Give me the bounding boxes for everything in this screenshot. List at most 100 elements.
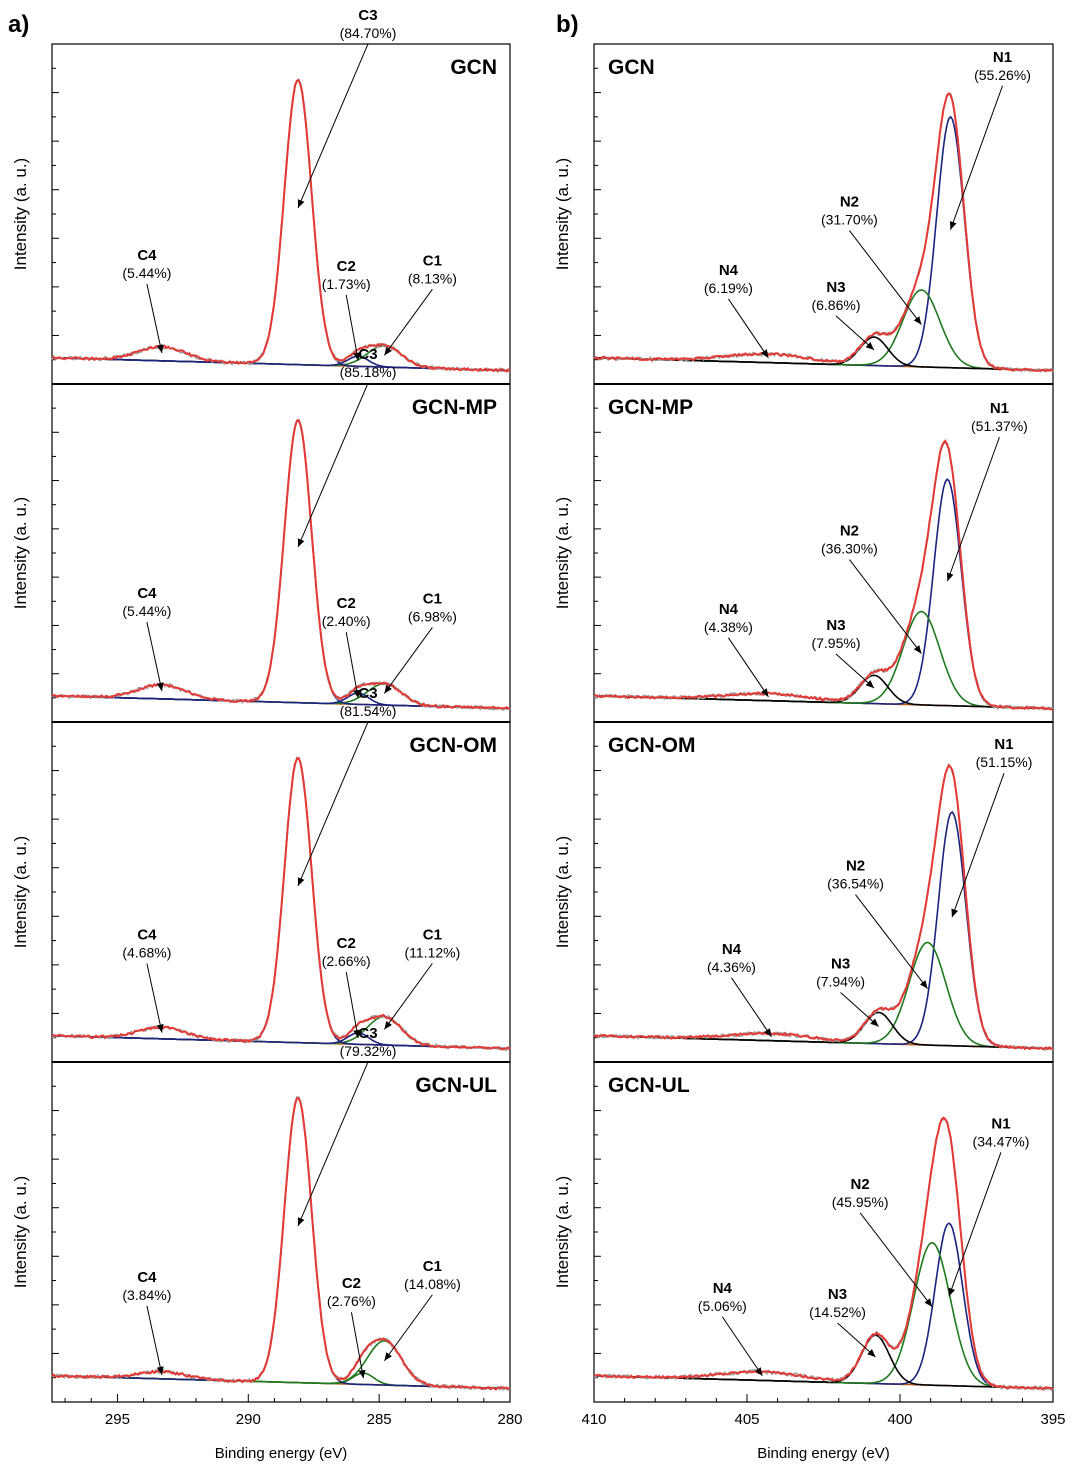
peak-label: N3 [831,955,850,972]
arrowhead [156,1366,164,1375]
peak-label: N4 [713,1280,733,1297]
y-ticks [52,745,59,1039]
envelope-fit-line [593,439,1054,711]
plot-frame [51,383,511,723]
x-tick-label: 405 [734,1411,759,1428]
peak-label: N4 [719,601,739,618]
peak-label: N2 [840,194,859,211]
peak-label: C1 [423,926,442,943]
peak-label: N1 [990,400,1009,417]
annotation-arrow [345,632,359,699]
peak-percent: (11.12%) [404,944,460,960]
peak-label: C4 [137,1269,157,1286]
annotation-n2: N2(36.30%) [821,523,922,654]
peak-percent: (79.32%) [340,1043,397,1059]
peak-label: N2 [840,523,859,540]
peak-label: C2 [337,935,356,952]
envelope-fit-line [51,418,511,710]
plot-frame [593,721,1054,1063]
peak-percent: (34.47%) [973,1133,1030,1149]
peak-percent: (85.18%) [340,364,397,380]
envelope-fit-line [593,763,1053,1051]
arrowhead [156,682,164,692]
annotation-arrow [837,1322,876,1358]
annotation-arrow [146,283,163,354]
component-c1-line [52,1015,511,1050]
x-axis-label: Binding energy (eV) [215,1445,348,1462]
subplot-title: GCN-UL [415,1074,497,1097]
subplot-title: GCN-UL [608,1074,690,1097]
peak-percent: (5.44%) [122,603,171,619]
annotation-arrow [731,977,772,1038]
panel-b: b)Intensity (a. u.)GCN N1(55.26%)N2(31.70… [553,11,1066,1462]
x-tick-label: 290 [236,1411,261,1428]
annotation-arrow [345,971,359,1039]
peak-percent: (4.36%) [707,959,756,975]
subplot-gcn-ul: Intensity (a. u.)GCN-ULC1(14.08%)C2(2.76… [11,1025,523,1462]
y-ticks [594,745,601,1039]
peak-percent: (84.70%) [340,25,397,41]
peak-percent: (14.52%) [809,1304,866,1320]
peak-percent: (2.66%) [322,953,371,969]
plot-frame [51,43,511,385]
y-ticks [594,67,601,361]
subplot-gcn: Intensity (a. u.) GCN N1(55.26%) N2(31.70%)… [553,43,1054,385]
subplot-gcn-ul: Intensity (a. u.)GCN-ULN1(34.47%)N2(45.9… [553,1061,1066,1462]
annotation-arrow [146,1305,163,1376]
x-tick-label: 295 [105,1411,130,1428]
x-tick-label: 280 [497,1411,522,1428]
peak-label: C3 [358,346,377,363]
annotation-arrow [297,382,369,548]
annotation-n4: N4(5.06%) [698,1280,763,1377]
annotation-c2: C2(2.40%) [322,595,371,699]
y-axis-label: Intensity (a. u.) [553,158,572,270]
x-axis: 295 290 285 280 Binding energy (eV) [64,1394,523,1462]
raw-data-line [593,441,1054,711]
peak-label: N3 [828,1286,847,1303]
peak-percent: (7.94%) [816,973,865,989]
peak-percent: (6.86%) [811,297,860,313]
subplot-title: GCN-MP [608,396,693,419]
y-axis-label: Intensity (a. u.) [553,497,572,609]
annotation-c3: C3(79.32%) [297,1025,397,1227]
plot-frame [593,1061,1054,1403]
y-axis-label: Intensity (a. u.) [11,1176,30,1288]
annotation-n1: N1(55.26%) [949,49,1031,230]
annotation-arrow [835,315,875,351]
arrowhead [384,346,392,356]
arrowhead [156,1024,164,1033]
arrowhead [949,221,957,230]
arrowhead [913,316,922,325]
annotation-arrow [946,436,1000,582]
arrowhead [761,688,769,697]
arrowhead [297,199,305,208]
arrowhead [867,1349,876,1357]
peak-label: C1 [423,1258,442,1275]
arrowhead [761,349,769,358]
y-axis-label: Intensity (a. u.) [553,836,572,948]
annotation-c1: C1(14.08%) [383,1258,461,1362]
x-tick-label: 395 [1040,1411,1065,1428]
peak-label: C1 [423,252,442,269]
arrowhead [353,352,361,361]
annotation-arrow [728,637,769,698]
arrowhead [870,1018,879,1027]
annotation-c1: C1(6.98%) [383,590,457,694]
peak-label: C2 [337,595,356,612]
annotation-c4: C4(4.68%) [122,927,171,1033]
subplot-gcn-mp: Intensity (a. u.)GCN-MPC1(6.98%)C2(2.40%… [11,346,511,723]
envelope-fit-line [51,756,511,1051]
x-axis: 410 405 400 395 Binding energy (eV) [581,1394,1066,1462]
peak-label: C3 [358,1025,377,1042]
arrowhead [924,1298,933,1307]
annotation-c2: C2(2.76%) [327,1275,376,1379]
annotation-n4: N4(6.19%) [704,262,769,359]
peak-percent: (36.30%) [821,541,878,557]
peak-label: C3 [358,685,377,702]
peak-percent: (14.08%) [404,1276,461,1292]
subplot-title: GCN-OM [608,734,696,757]
arrowhead [919,980,928,989]
arrowhead [951,908,958,918]
plot-frame [51,1061,511,1403]
peak-label: C2 [337,258,356,275]
